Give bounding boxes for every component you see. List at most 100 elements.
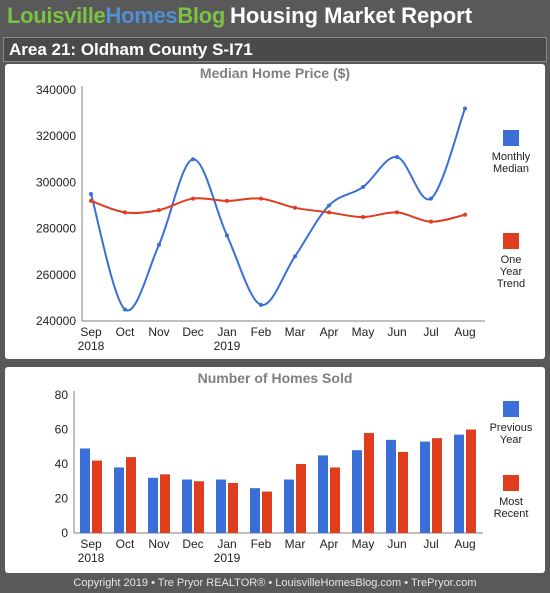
data-point — [259, 196, 263, 201]
data-point — [259, 302, 263, 307]
data-point — [89, 198, 93, 203]
x-tick-label: Jan — [217, 537, 236, 551]
x-tick-label: Aug — [454, 537, 475, 551]
homes-sold-panel: Number of Homes Sold 0 20 40 60 80 Sep 2018 Oct N… — [5, 367, 545, 573]
data-point — [191, 157, 195, 162]
chart-title: Median Home Price ($) — [200, 65, 350, 81]
legend-label: Monthly — [492, 151, 531, 163]
data-point — [361, 185, 365, 190]
bar-1 — [126, 457, 136, 533]
bar-1 — [228, 482, 238, 533]
bar-0 — [182, 479, 192, 533]
data-point — [225, 198, 229, 203]
y-tick-label: 20 — [55, 492, 69, 506]
bar-0 — [250, 488, 260, 533]
legend-swatch — [503, 401, 519, 417]
x-tick-label: Oct — [116, 537, 135, 551]
bar-0 — [284, 479, 294, 533]
x-tick-label: Jul — [423, 325, 438, 339]
data-point — [463, 212, 467, 217]
x-tick-label: Oct — [116, 325, 135, 339]
data-point — [123, 210, 127, 215]
data-point — [429, 219, 433, 224]
y-tick-label: 340000 — [36, 83, 76, 97]
bar-1 — [92, 460, 102, 533]
area-title: Area 21: Oldham County S-I71 — [9, 40, 253, 59]
y-tick-label: 320000 — [36, 129, 76, 143]
y-tick-label: 300000 — [36, 175, 76, 189]
bar-1 — [262, 491, 272, 533]
legend-label: Most — [499, 496, 523, 508]
bar-1 — [398, 451, 408, 533]
data-point — [293, 205, 297, 210]
y-tick-label: 280000 — [36, 222, 76, 236]
data-point — [395, 154, 399, 159]
area-title-bar: Area 21: Oldham County S-I71 — [3, 37, 547, 62]
brand-logo: LouisvilleHomesBlog — [7, 3, 225, 29]
data-point — [293, 254, 297, 259]
x-tick-label: Apr — [320, 325, 339, 339]
x-tick-label: Apr — [320, 537, 339, 551]
report-title: Housing Market Report — [230, 3, 473, 28]
x-tick-label: Nov — [148, 325, 169, 339]
x-tick-label: Jun — [387, 537, 406, 551]
bar-0 — [148, 477, 158, 533]
data-point — [429, 196, 433, 201]
bar-0 — [318, 455, 328, 533]
data-point — [225, 233, 229, 238]
x-tick-label: Mar — [285, 537, 306, 551]
legend-label: Recent — [494, 508, 529, 520]
bar-0 — [454, 434, 464, 533]
legend-label: Previous — [490, 422, 533, 434]
legend-label: One — [501, 254, 522, 266]
y-tick-label: 80 — [55, 388, 69, 402]
bar-0 — [386, 439, 396, 533]
x-tick-label: Jan — [217, 325, 236, 339]
chart-title: Number of Homes Sold — [198, 370, 353, 386]
series-line-0 — [90, 108, 466, 312]
bar-1 — [364, 432, 374, 533]
footer: Copyright 2019 • Tre Pryor REALTOR® • Lo… — [0, 575, 550, 593]
data-point — [89, 191, 93, 196]
legend-swatch — [503, 233, 519, 249]
legend-label: Median — [493, 163, 529, 175]
x-year-label: 2019 — [214, 339, 241, 353]
data-point — [191, 196, 195, 201]
data-point — [395, 210, 399, 215]
x-tick-label: Jun — [387, 325, 406, 339]
bar-1 — [330, 467, 340, 533]
brand-part-1: Louisville — [7, 3, 106, 28]
y-tick-label: 260000 — [36, 268, 76, 282]
x-year-label: 2018 — [78, 339, 105, 353]
x-tick-label: May — [352, 325, 375, 339]
legend-label: Year — [500, 434, 523, 446]
x-year-label: 2019 — [214, 551, 241, 565]
data-point — [123, 307, 127, 312]
y-tick-label: 0 — [61, 526, 68, 540]
x-tick-label: Jul — [423, 537, 438, 551]
brand-part-2: Homes — [105, 3, 178, 28]
legend-swatch — [503, 130, 519, 146]
data-point — [463, 106, 467, 111]
legend-label: Trend — [497, 278, 525, 290]
data-point — [327, 210, 331, 215]
x-tick-label: May — [352, 537, 375, 551]
brand-part-3: Blog — [177, 3, 226, 28]
legend-swatch — [503, 475, 519, 491]
bar-0 — [420, 441, 430, 533]
bar-0 — [216, 479, 226, 533]
x-tick-label: Dec — [182, 537, 203, 551]
bar-0 — [352, 450, 362, 533]
x-tick-label: Feb — [251, 325, 272, 339]
data-point — [157, 242, 161, 247]
data-point — [157, 208, 161, 213]
series-line-1 — [90, 197, 466, 223]
x-tick-label: Sep — [80, 325, 102, 339]
x-year-label: 2018 — [78, 551, 105, 565]
x-tick-label: Mar — [285, 325, 306, 339]
bar-1 — [194, 481, 204, 533]
bar-0 — [80, 448, 90, 533]
header-banner: LouisvilleHomesBlog Housing Market Repor… — [0, 0, 550, 34]
x-tick-label: Dec — [182, 325, 203, 339]
x-tick-label: Sep — [80, 537, 102, 551]
